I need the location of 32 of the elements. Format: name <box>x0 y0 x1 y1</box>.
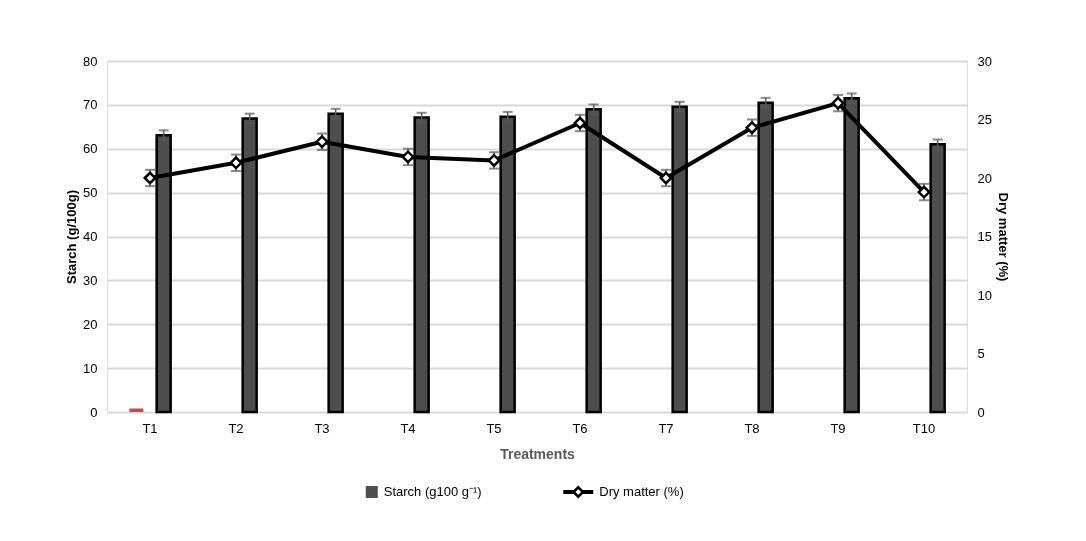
y-tick-label: 20 <box>83 316 98 332</box>
y2-tick-label: 30 <box>977 53 992 69</box>
y2-tick-label: 20 <box>977 170 992 186</box>
y2-tick-label: 10 <box>977 287 992 303</box>
legend-label: Dry matter (%) <box>599 484 684 499</box>
y-tick-label: 30 <box>83 272 98 288</box>
y2-tick-label: 5 <box>977 346 985 361</box>
bar <box>129 408 144 412</box>
y-tick-label: 40 <box>83 229 98 244</box>
x-tick-label: T3 <box>314 420 330 436</box>
y2-tick-label: 0 <box>977 404 985 420</box>
x-tick-label: T7 <box>658 420 674 436</box>
y2-tick-label: 15 <box>977 229 992 244</box>
x-tick-label: T6 <box>572 420 588 436</box>
y-tick-label: 0 <box>90 404 98 420</box>
x-tick-label: T1 <box>142 420 158 436</box>
x-tick-label: T5 <box>486 420 502 436</box>
legend-label: Starch (g100 g⁻¹) <box>383 484 482 499</box>
x-tick-label: T9 <box>830 420 846 436</box>
y2-tick-label: 25 <box>977 112 992 127</box>
y-tick-label: 50 <box>83 185 98 201</box>
y-axis-title: Starch (g/100g) <box>64 190 80 284</box>
y-tick-label: 70 <box>83 97 98 113</box>
x-tick-label: T2 <box>228 420 244 436</box>
x-tick-label: T8 <box>744 420 760 436</box>
y-tick-label: 80 <box>83 53 98 69</box>
y-tick-label: 10 <box>83 360 98 376</box>
y-tick-label: 60 <box>83 141 98 157</box>
y2-axis-title: Dry matter (%) <box>995 192 1011 282</box>
x-tick-label: T4 <box>400 420 416 436</box>
x-tick-label: T10 <box>912 420 936 436</box>
x-axis-title: Treatments <box>500 445 576 462</box>
